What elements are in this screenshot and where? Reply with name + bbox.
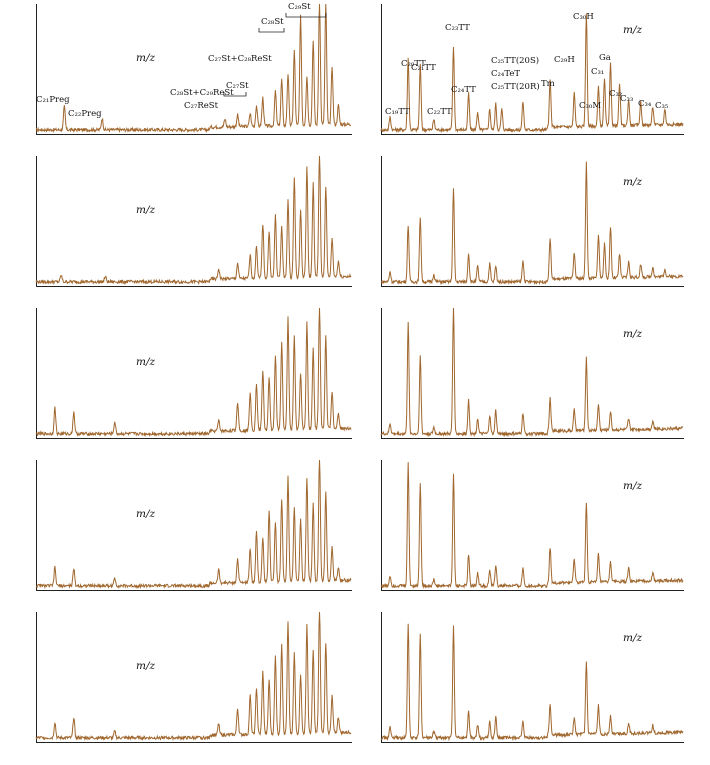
- mz-label: m/z: [623, 24, 643, 36]
- axis-frame: [36, 460, 352, 591]
- peak-label: C₃₀M: [579, 101, 601, 111]
- trace-svg: [380, 161, 684, 286]
- peak-label: C₂₈St: [261, 17, 284, 27]
- axis-frame: [381, 308, 684, 439]
- peak-label: C₂₂TT: [427, 107, 452, 117]
- peak-label: C₂₁TT: [411, 63, 436, 73]
- chromatogram-trace: [380, 307, 684, 438]
- trace-svg: [35, 611, 352, 742]
- axis-frame: [36, 156, 352, 287]
- mz-label: m/z: [623, 328, 643, 340]
- peak-label: C₂₁Preg: [36, 95, 70, 105]
- peak-label: C₂₅TT(20S): [491, 55, 539, 66]
- peak-label: C₁₉TT: [385, 107, 410, 117]
- peak-label: C₃₃: [620, 94, 633, 104]
- peak-label: C₂₂Preg: [68, 109, 102, 119]
- peak-label: C₃₁: [591, 67, 604, 77]
- peak-label: C₂₉H: [554, 55, 575, 65]
- trace-svg: [35, 155, 352, 286]
- trace-svg: [35, 307, 352, 438]
- chromatogram-panel-m191-2: m/z: [380, 156, 684, 308]
- peak-label: Tm: [541, 79, 555, 89]
- mz-label: m/z: [136, 660, 156, 672]
- peak-label: C₂₇St+C₂₈ReSt: [208, 54, 272, 64]
- axis-frame: [381, 612, 684, 743]
- mz-label: m/z: [136, 204, 156, 216]
- peak-label: C₃₂: [609, 89, 622, 99]
- trace-svg: [380, 307, 684, 438]
- peak-label: C₂₄TT: [451, 85, 476, 95]
- chromatogram-trace: [35, 611, 352, 742]
- trace-svg: C₂₁Preg C₂₂Preg C₂₇ReSt C₂₇St+C₂₈ReSt C₂₈St+…: [35, 2, 352, 134]
- chromatogram-trace: [380, 462, 684, 590]
- peak-label: C₂₈St+C₂₉ReSt: [170, 88, 234, 98]
- mz-label: m/z: [623, 632, 643, 644]
- bracket-mark: [285, 13, 327, 18]
- chromatogram-panel-m191-5: m/z: [380, 612, 684, 764]
- chromatogram-panel-m217-4: m/z: [35, 459, 352, 612]
- peak-label: C₃₄: [638, 99, 652, 109]
- axis-frame: [36, 612, 352, 743]
- mz-label: m/z: [136, 508, 156, 520]
- peak-label: C₃₀H: [573, 12, 594, 22]
- trace-svg: [380, 623, 684, 742]
- peak-label: C₂₅TT(20R): [491, 81, 540, 92]
- peak-label: C₃₅: [655, 101, 669, 111]
- axis-frame: [381, 156, 684, 287]
- peak-label: C₂₀TT: [401, 59, 426, 69]
- chromatogram-panel-m191-1: m/z C₁₉TT C₂₀TT C₂₁TT C₂₂TT C₂₃TT C₂₄TT C₂₄TeT…: [380, 4, 684, 156]
- chromatogram-panel-m217-2: m/z: [35, 155, 352, 308]
- chromatogram-trace: [35, 3, 352, 134]
- chromatogram-panel-m217-3: m/z: [35, 307, 352, 460]
- axis-frame: [381, 460, 684, 591]
- mz-label: m/z: [623, 176, 643, 188]
- bracket-mark: [223, 92, 247, 97]
- chromatogram-trace: [35, 459, 352, 590]
- mz-label: m/z: [623, 480, 643, 492]
- peak-label: C₂₇ReSt: [184, 101, 219, 111]
- chromatogram-panel-m217-1: m/z C₂₁Preg C₂₂Preg C₂₇ReSt C₂₇St+C₂₈ReSt C₂…: [35, 2, 352, 156]
- chromatogram-panel-m191-4: m/z: [380, 460, 684, 612]
- peak-label: C₂₄TeT: [491, 69, 520, 79]
- chromatogram-trace: [380, 161, 684, 286]
- mz-label: m/z: [136, 52, 156, 64]
- trace-svg: [35, 459, 352, 590]
- axis-frame: [381, 4, 684, 135]
- chromatogram-trace: [35, 307, 352, 438]
- trace-svg: [380, 462, 684, 590]
- peak-label: C₂₉St: [288, 2, 311, 12]
- peak-label: Ga: [599, 53, 611, 63]
- mz-label: m/z: [136, 356, 156, 368]
- chromatogram-trace: [380, 13, 684, 134]
- chromatogram-panel-m191-3: m/z: [380, 307, 684, 460]
- bracket-mark: [258, 28, 285, 33]
- chromatogram-trace: [35, 155, 352, 286]
- chromatogram-trace: [380, 623, 684, 742]
- peak-label: C₂₃TT: [445, 23, 470, 33]
- peak-label: C₂₇St: [226, 81, 249, 91]
- axis-frame: [36, 4, 352, 135]
- axis-frame: [36, 308, 352, 439]
- chromatogram-panel-m217-5: m/z: [35, 611, 352, 764]
